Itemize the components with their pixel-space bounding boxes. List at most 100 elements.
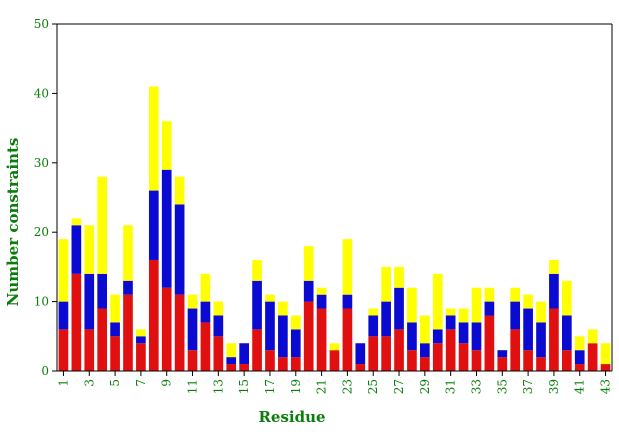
bar-segment-r24-s1: [355, 364, 366, 371]
x-tick-label-11: 11: [186, 379, 200, 394]
x-tick-label-9: 9: [160, 379, 174, 387]
bar-segment-r41-s1: [574, 364, 585, 371]
bar-segment-r22-s1: [329, 350, 340, 371]
bar-segment-r2-s3: [71, 218, 82, 226]
bar-segment-r26-s1: [381, 336, 391, 371]
x-tick-label-5: 5: [108, 379, 122, 387]
bar-segment-r2-s1: [71, 273, 82, 371]
bar-segment-r26-s2: [381, 301, 391, 337]
bar-segment-r9-s1: [161, 287, 172, 371]
bar-segment-r41-s3: [574, 336, 585, 351]
bar-segment-r4-s2: [97, 273, 108, 309]
bar-segment-r11-s2: [187, 308, 198, 351]
bar-segment-r10-s3: [174, 176, 185, 205]
bar-segment-r29-s3: [420, 315, 430, 344]
bar-segment-r17-s3: [265, 294, 275, 302]
x-tick-label-15: 15: [237, 379, 251, 394]
bar-segment-r40-s3: [561, 280, 572, 316]
bar-segment-r28-s1: [407, 350, 417, 371]
bar-segment-r8-s3: [148, 86, 159, 191]
bar-segment-r21-s2: [316, 294, 327, 309]
bar-segment-r18-s1: [278, 357, 288, 371]
bar-segment-r14-s2: [226, 357, 237, 365]
bar-segment-r3-s2: [84, 273, 95, 330]
bar-segment-r33-s1: [471, 350, 482, 371]
bar-segment-r34-s3: [484, 287, 495, 302]
bar-segment-r5-s2: [110, 322, 120, 337]
bar-segment-r6-s2: [123, 280, 133, 295]
bar-segment-r31-s1: [445, 329, 456, 371]
x-tick-label-33: 33: [469, 379, 483, 394]
bar-segment-r18-s3: [278, 301, 288, 316]
bar-segment-r16-s1: [252, 329, 262, 371]
bar-segment-r43-s1: [600, 364, 611, 371]
bar-segment-r43-s3: [600, 343, 611, 365]
x-tick-label-19: 19: [289, 379, 303, 394]
x-tick-label-37: 37: [521, 379, 535, 394]
y-tick-label-10: 10: [34, 295, 49, 309]
bar-segment-r25-s3: [368, 308, 379, 316]
x-tick-label-31: 31: [444, 379, 458, 394]
bar-segment-r20-s2: [303, 280, 314, 302]
bar-segment-r2-s2: [71, 225, 82, 274]
bar-segment-r1-s3: [58, 239, 69, 302]
bar-segment-r17-s2: [265, 301, 275, 351]
bar-segment-r36-s3: [510, 287, 521, 302]
bar-segment-r19-s1: [290, 357, 301, 371]
bar-segment-r4-s3: [97, 176, 108, 274]
bar-segment-r8-s2: [148, 190, 159, 260]
bar-segment-r38-s2: [536, 322, 546, 358]
x-tick-label-27: 27: [392, 379, 406, 394]
x-tick-label-43: 43: [599, 379, 613, 394]
bar-segment-r33-s3: [471, 287, 482, 323]
bar-segment-r6-s1: [123, 294, 133, 371]
x-tick-label-41: 41: [573, 379, 587, 394]
x-tick-label-7: 7: [134, 379, 148, 387]
y-tick-label-40: 40: [34, 86, 49, 100]
bar-segment-r29-s2: [420, 343, 430, 358]
bar-segment-r36-s2: [510, 301, 521, 330]
bar-segment-r6-s3: [123, 225, 133, 281]
bar-segment-r13-s2: [213, 315, 224, 337]
bar-segment-r16-s2: [252, 280, 262, 330]
bar-segment-r21-s3: [316, 287, 327, 295]
bar-segment-r40-s2: [561, 315, 572, 351]
bar-segment-r38-s3: [536, 301, 546, 323]
bar-segment-r10-s1: [174, 294, 185, 371]
bar-segment-r12-s1: [200, 322, 211, 371]
bar-segment-r25-s1: [368, 336, 379, 371]
y-tick-label-50: 50: [34, 17, 49, 31]
bar-segment-r14-s3: [226, 343, 237, 358]
bar-segment-r16-s3: [252, 259, 262, 281]
bar-segment-r7-s3: [136, 329, 146, 337]
x-tick-label-29: 29: [418, 379, 432, 394]
bar-segment-r39-s1: [549, 308, 559, 371]
x-tick-label-21: 21: [315, 379, 329, 394]
bar-segment-r42-s1: [587, 343, 598, 371]
bar-segment-r36-s1: [510, 329, 521, 371]
bar-segment-r4-s1: [97, 308, 108, 371]
bar-segment-r30-s1: [432, 343, 443, 371]
y-tick-label-0: 0: [41, 364, 49, 378]
bar-segment-r28-s2: [407, 322, 417, 351]
bar-segment-r30-s3: [432, 273, 443, 330]
bar-segment-r31-s2: [445, 315, 456, 330]
bar-segment-r9-s2: [161, 169, 172, 288]
bar-segment-r39-s3: [549, 259, 559, 274]
bar-segment-r41-s2: [574, 350, 585, 365]
x-tick-label-39: 39: [547, 379, 561, 394]
bar-segment-r13-s3: [213, 301, 224, 316]
bar-segment-r23-s3: [342, 239, 353, 295]
bar-segment-r37-s2: [523, 308, 533, 351]
bar-segment-r12-s3: [200, 273, 211, 302]
y-tick-label-20: 20: [34, 225, 49, 239]
bar-segment-r12-s2: [200, 301, 211, 323]
x-axis-title: Residue: [258, 408, 325, 426]
x-tick-label-3: 3: [82, 379, 96, 387]
bar-segment-r18-s2: [278, 315, 288, 358]
bar-segment-r3-s3: [84, 225, 95, 274]
bar-segment-r30-s2: [432, 329, 443, 344]
bar-segment-r25-s2: [368, 315, 379, 337]
bar-segment-r1-s2: [58, 301, 69, 330]
